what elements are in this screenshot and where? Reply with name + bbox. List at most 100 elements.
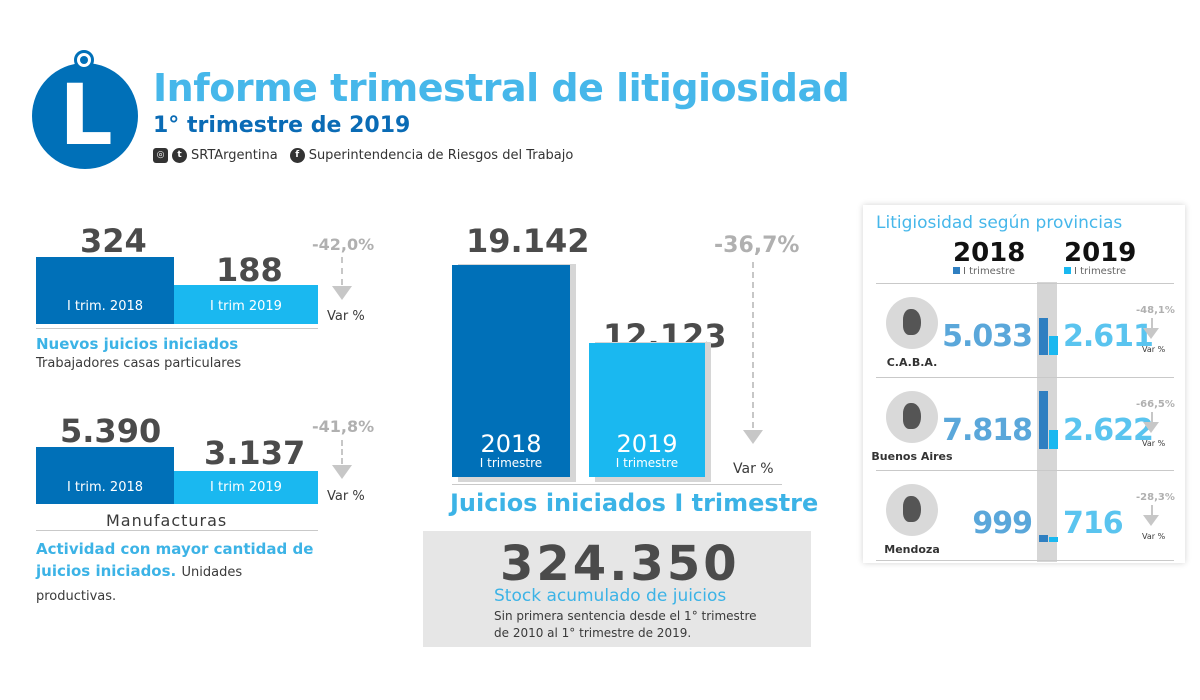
value-2019: 2.611 (1063, 319, 1154, 354)
facebook-icon: f (289, 147, 305, 163)
value-2019: 716 (1063, 506, 1124, 541)
variation-label: Var % (733, 461, 774, 477)
bar-label-2019: I trim 2019 (210, 299, 282, 314)
province-map-shape-icon (903, 496, 921, 522)
baseline (452, 484, 782, 485)
bar-2019 (1049, 537, 1058, 542)
province-name: Buenos Aires (871, 450, 953, 463)
variation-dashed-line (752, 262, 754, 428)
variation-label: Var % (1142, 345, 1166, 354)
variation-dashed-line (341, 440, 343, 464)
value-2018: 5.033 (942, 319, 1033, 354)
value-2019: 2.622 (1063, 413, 1154, 448)
row-divider (876, 560, 1174, 561)
page-title: Informe trimestral de litigiosidad (153, 66, 850, 110)
bar-2019 (1049, 336, 1058, 355)
variation-dashed-line (1151, 412, 1153, 422)
row-divider (876, 377, 1174, 378)
legend-2019-swatch (1064, 267, 1071, 274)
variation-value: -66,5% (1136, 399, 1175, 410)
logo-letter: L (59, 66, 113, 164)
province-name: C.A.B.A. (886, 356, 938, 369)
value-label-2018: 19.142 (466, 222, 590, 260)
variation-value: -42,0% (312, 235, 375, 254)
value-label-2019: 188 (216, 251, 283, 289)
variation-value: -41,8% (312, 417, 375, 436)
bar-year-2018: 2018 (480, 430, 542, 458)
provinces-title: Litigiosidad según provincias (876, 213, 1123, 233)
stock-note-line2: de 2010 al 1° trimestre de 2019. (494, 626, 692, 640)
bar-2018 (1039, 535, 1048, 542)
down-arrow-icon (332, 286, 352, 300)
bar-2019 (1049, 430, 1058, 449)
stock-box (423, 531, 811, 647)
value-label-2018: 5.390 (60, 412, 162, 450)
sector-label: Manufacturas (106, 511, 228, 530)
stock-note-line1: Sin primera sentencia desde el 1° trimes… (494, 609, 757, 623)
stock-title: Stock acumulado de juicios (494, 586, 727, 606)
bar-label-2019: I trim 2019 (210, 480, 282, 495)
row-divider (876, 283, 1174, 284)
bar-label-2018: I trim. 2018 (66, 480, 144, 495)
variation-value: -28,3% (1136, 492, 1175, 503)
page-subtitle: 1° trimestre de 2019 (153, 113, 411, 138)
value-2018: 999 (972, 506, 1033, 541)
bar-2018 (36, 257, 174, 324)
variation-value: -48,1% (1136, 305, 1175, 316)
twitter-icon: t (172, 147, 187, 163)
social-handle: SRTArgentina (191, 147, 278, 163)
bar-2018 (1039, 391, 1048, 449)
year-2019: 2019 (1064, 238, 1137, 268)
instagram-icon: ◎ (153, 147, 168, 163)
srt-logo (32, 63, 138, 169)
value-label-2019: 3.137 (204, 434, 306, 472)
year-2018: 2018 (953, 238, 1026, 268)
year-2019-sub: I trimestre (1064, 266, 1126, 277)
caption-title: Nuevos juicios iniciados (36, 335, 239, 353)
logo-dot-icon (74, 50, 94, 70)
bar-2019 (174, 285, 318, 324)
year-2019-sub-text: I trimestre (1074, 266, 1127, 277)
year-2018-sub: I trimestre (953, 266, 1015, 277)
province-name: Mendoza (884, 543, 940, 556)
variation-dashed-line (341, 257, 343, 285)
variation-label: Var % (1142, 532, 1166, 541)
divider (36, 530, 318, 531)
down-arrow-icon (1143, 422, 1159, 433)
variation-dashed-line (1151, 505, 1153, 515)
bar-label-2018: I trim. 2018 (66, 299, 144, 314)
variation-value: -36,7% (714, 233, 800, 258)
variation-label: Var % (1142, 439, 1166, 448)
year-2018-sub-text: I trimestre (963, 266, 1016, 277)
down-arrow-icon (332, 465, 352, 479)
province-map-shape-icon (903, 309, 921, 335)
caption-title: Actividad con mayor cantidad de juicios … (36, 538, 318, 608)
value-label-2018: 324 (80, 222, 147, 260)
value-2018: 7.818 (942, 413, 1033, 448)
caption-text: Unidades productivas. (36, 565, 243, 604)
down-arrow-icon (743, 430, 763, 444)
bar-sub-2019: I trimestre (615, 456, 679, 470)
variation-label: Var % (327, 309, 365, 324)
divider (36, 328, 318, 329)
row-divider (876, 470, 1174, 471)
variation-dashed-line (1151, 318, 1153, 328)
caption-title-text: Actividad con mayor cantidad de juicios … (36, 540, 314, 580)
bar-year-2019: 2019 (616, 430, 678, 458)
bar-sub-2018: I trimestre (479, 456, 543, 470)
bar-2019 (589, 343, 705, 477)
variation-label: Var % (327, 489, 365, 504)
bar-2019 (174, 471, 318, 504)
caption-text: Trabajadores casas particulares (36, 356, 242, 371)
bar-2018 (1039, 318, 1048, 355)
down-arrow-icon (1143, 515, 1159, 526)
bar-2018 (452, 265, 570, 477)
bar-2018 (36, 447, 174, 504)
down-arrow-icon (1143, 328, 1159, 339)
legend-2018-swatch (953, 267, 960, 274)
chart-title: Juicios iniciados I trimestre (450, 489, 819, 517)
social-row: ◎ t SRTArgentina f Superintendencia de R… (153, 146, 573, 164)
province-map-shape-icon (903, 403, 921, 429)
stock-value: 324.350 (500, 536, 740, 592)
org-name: Superintendencia de Riesgos del Trabajo (308, 147, 574, 163)
